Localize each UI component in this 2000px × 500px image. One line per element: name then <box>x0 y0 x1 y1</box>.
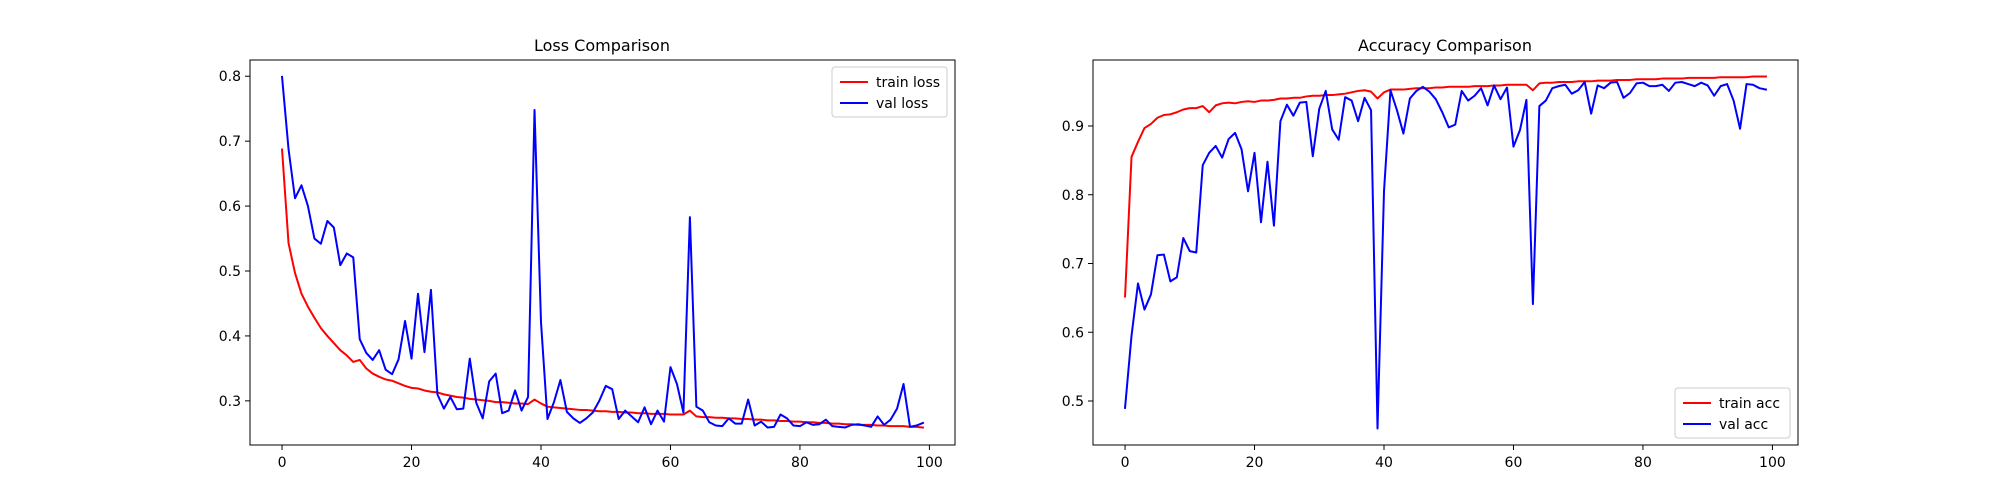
loss-x-tick-label: 0 <box>278 455 287 471</box>
accuracy-x-tick-label: 80 <box>1634 455 1652 471</box>
loss-series-line-val-loss <box>280 75 925 429</box>
accuracy-legend-label: val acc <box>1719 417 1768 433</box>
accuracy-x-tick-label: 100 <box>1759 455 1786 471</box>
loss-y-axis: 0.3 0.4 0.5 0.6 0.7 0.8 <box>219 69 250 410</box>
accuracy-series-line-train-acc <box>1124 75 1767 298</box>
loss-legend-label: val loss <box>876 96 928 112</box>
accuracy-y-axis: 0.5 0.6 0.7 0.8 0.9 <box>1062 119 1093 410</box>
accuracy-chart-title: Accuracy Comparison <box>1358 36 1532 55</box>
loss-x-tick-label: 100 <box>916 455 943 471</box>
accuracy-y-tick-label: 0.7 <box>1062 257 1084 273</box>
accuracy-series-layer <box>1123 75 1768 430</box>
loss-y-tick-label: 0.6 <box>219 199 241 215</box>
accuracy-y-tick-label: 0.8 <box>1062 188 1084 204</box>
accuracy-legend: train acc val acc <box>1674 387 1791 439</box>
loss-series-line-train-loss <box>280 148 925 429</box>
loss-x-tick-label: 80 <box>791 455 809 471</box>
accuracy-x-tick-label: 0 <box>1121 455 1130 471</box>
accuracy-x-tick-label: 40 <box>1375 455 1393 471</box>
accuracy-series-line-val-acc <box>1123 81 1768 430</box>
loss-plot-frame <box>249 59 956 446</box>
loss-y-tick-label: 0.4 <box>219 329 241 345</box>
accuracy-x-axis: 0 20 40 60 80 100 <box>1121 445 1786 471</box>
loss-x-axis: 0 20 40 60 80 100 <box>278 445 943 471</box>
accuracy-legend-box <box>1674 387 1791 439</box>
accuracy-y-tick-label: 0.6 <box>1062 325 1084 341</box>
loss-y-tick-label: 0.7 <box>219 134 241 150</box>
accuracy-plot-frame <box>1092 59 1799 446</box>
loss-chart: Loss Comparison 0 20 40 60 80 100 0.30.40.50.… <box>219 36 956 471</box>
loss-legend-label: train loss <box>876 75 940 91</box>
loss-chart-title: Loss Comparison <box>534 36 670 55</box>
accuracy-x-tick-label: 60 <box>1505 455 1523 471</box>
loss-y-tick-label: 0.3 <box>219 394 241 410</box>
loss-legend-box <box>831 66 948 118</box>
loss-y-tick-label: 0.8 <box>219 69 241 85</box>
loss-x-tick-label: 40 <box>532 455 550 471</box>
loss-x-tick-label: 60 <box>662 455 680 471</box>
loss-x-tick-label: 20 <box>403 455 421 471</box>
loss-legend: train loss val loss <box>831 66 948 118</box>
accuracy-y-tick-label: 0.5 <box>1062 394 1084 410</box>
accuracy-x-tick-label: 20 <box>1246 455 1264 471</box>
loss-y-tick-label: 0.5 <box>219 264 241 280</box>
accuracy-legend-label: train acc <box>1719 396 1780 412</box>
accuracy-y-tick-label: 0.9 <box>1062 119 1084 135</box>
loss-series-layer <box>280 75 925 429</box>
accuracy-chart: Accuracy Comparison 0 20 40 60 80 100 0.50.60… <box>1062 36 1799 471</box>
